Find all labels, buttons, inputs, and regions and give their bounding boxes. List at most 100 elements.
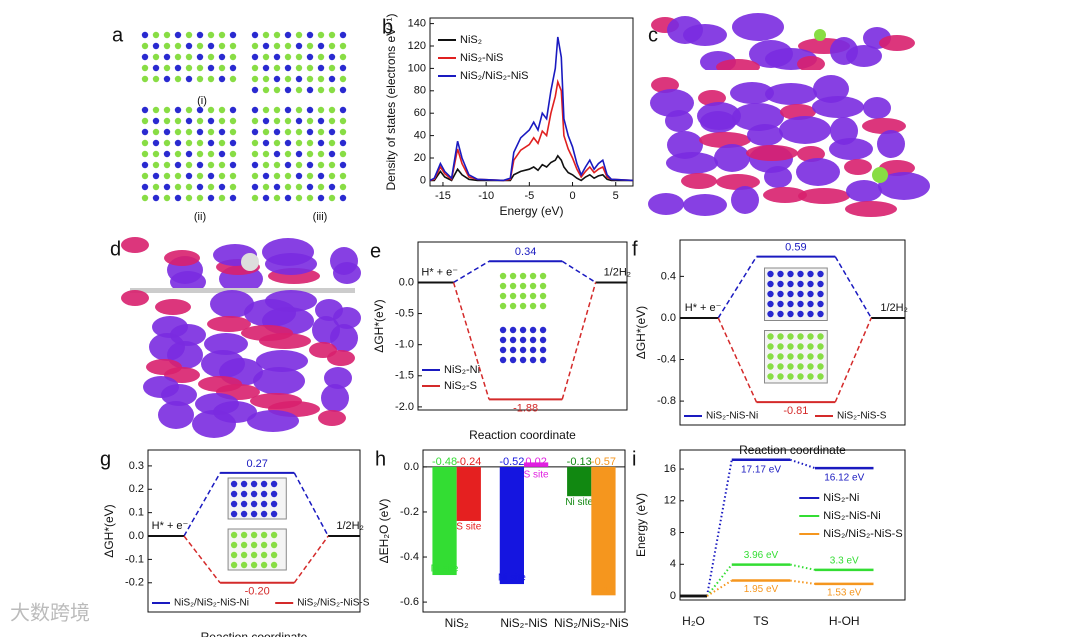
atom (240, 510, 248, 518)
atom (777, 373, 784, 380)
atom (240, 531, 248, 539)
plot-frame (417, 241, 628, 411)
structure-label: (i) (197, 95, 207, 107)
atom (218, 42, 226, 50)
atom (787, 333, 794, 340)
atom (767, 280, 774, 288)
atom (787, 373, 794, 380)
atom (787, 353, 794, 360)
connector (790, 579, 816, 585)
atom (807, 290, 814, 298)
atom (207, 150, 215, 158)
atom (260, 531, 268, 539)
state-label: H* + e⁻ (685, 302, 722, 314)
atom (539, 326, 547, 334)
atom (797, 353, 804, 360)
atom (529, 292, 537, 300)
isosurface (143, 376, 179, 398)
atom (777, 290, 784, 298)
atom (797, 373, 804, 380)
atom (207, 42, 215, 50)
atom (306, 139, 314, 147)
atom (273, 150, 281, 158)
atom (229, 150, 237, 158)
atom (152, 64, 160, 72)
isosurface (146, 359, 182, 375)
x-tick-label: NiS₂ (445, 616, 469, 630)
atom (262, 161, 270, 169)
value-label: -0.81 (783, 405, 808, 417)
value-label: 3.3 eV (830, 555, 859, 566)
atom (229, 53, 237, 61)
plot-frame (429, 17, 634, 187)
connector (452, 282, 490, 400)
atom (230, 480, 238, 488)
atom (260, 551, 268, 559)
atom (185, 64, 193, 72)
site-label: S site (524, 470, 549, 481)
atom (306, 42, 314, 50)
atom (509, 302, 517, 310)
isosurface (262, 238, 314, 266)
atom (229, 161, 237, 169)
watermark: 大数跨境 (10, 601, 90, 624)
atom (218, 194, 226, 202)
y-tick-label: 0.1 (129, 507, 144, 519)
atom (273, 128, 281, 136)
atom (251, 86, 259, 94)
atom (196, 64, 204, 72)
value-label: 0.59 (785, 242, 806, 254)
atom (328, 53, 336, 61)
atom (152, 106, 160, 114)
inset-frame (764, 267, 828, 321)
atom (817, 290, 824, 298)
atom (306, 106, 314, 114)
y-tick-label: 0.3 (129, 460, 144, 472)
atom (284, 117, 292, 125)
atom (185, 42, 193, 50)
atom (787, 363, 794, 370)
atom (229, 128, 237, 136)
x-tick-label: -10 (478, 190, 494, 202)
atom (174, 64, 182, 72)
atom (152, 128, 160, 136)
y-axis-label: Density of states (electrons eV⁻¹) (384, 13, 398, 190)
atom (807, 363, 814, 370)
atom (339, 53, 347, 61)
atom (273, 31, 281, 39)
atom (295, 75, 303, 83)
y-axis-label: ΔGH*(eV) (102, 504, 116, 557)
atom (185, 53, 193, 61)
isosurface (195, 393, 239, 415)
atom (218, 117, 226, 125)
atom (250, 480, 258, 488)
x-tick-label: 0 (569, 190, 575, 202)
atom (807, 300, 814, 308)
atom (229, 75, 237, 83)
isosurface (321, 384, 349, 412)
atom (262, 183, 270, 191)
atom (273, 183, 281, 191)
atom (251, 31, 259, 39)
isosurface (318, 410, 346, 426)
bar (499, 466, 524, 585)
dos-line (429, 78, 634, 182)
atom (241, 253, 259, 271)
connector (834, 256, 872, 319)
isosurface (155, 299, 191, 315)
isosurface (149, 333, 185, 361)
atom (767, 270, 774, 278)
isosurface (697, 102, 741, 130)
state-label: 1/2H₂ (880, 302, 908, 314)
atom (185, 117, 193, 125)
atom (196, 128, 204, 136)
atom (270, 500, 278, 508)
isosurface (879, 35, 915, 51)
atom (787, 310, 794, 318)
atom (295, 150, 303, 158)
atom (185, 128, 193, 136)
atom (807, 333, 814, 340)
atom (185, 172, 193, 180)
legend-label: NiS₂-NiS-Ni (706, 411, 758, 422)
atom (317, 75, 325, 83)
